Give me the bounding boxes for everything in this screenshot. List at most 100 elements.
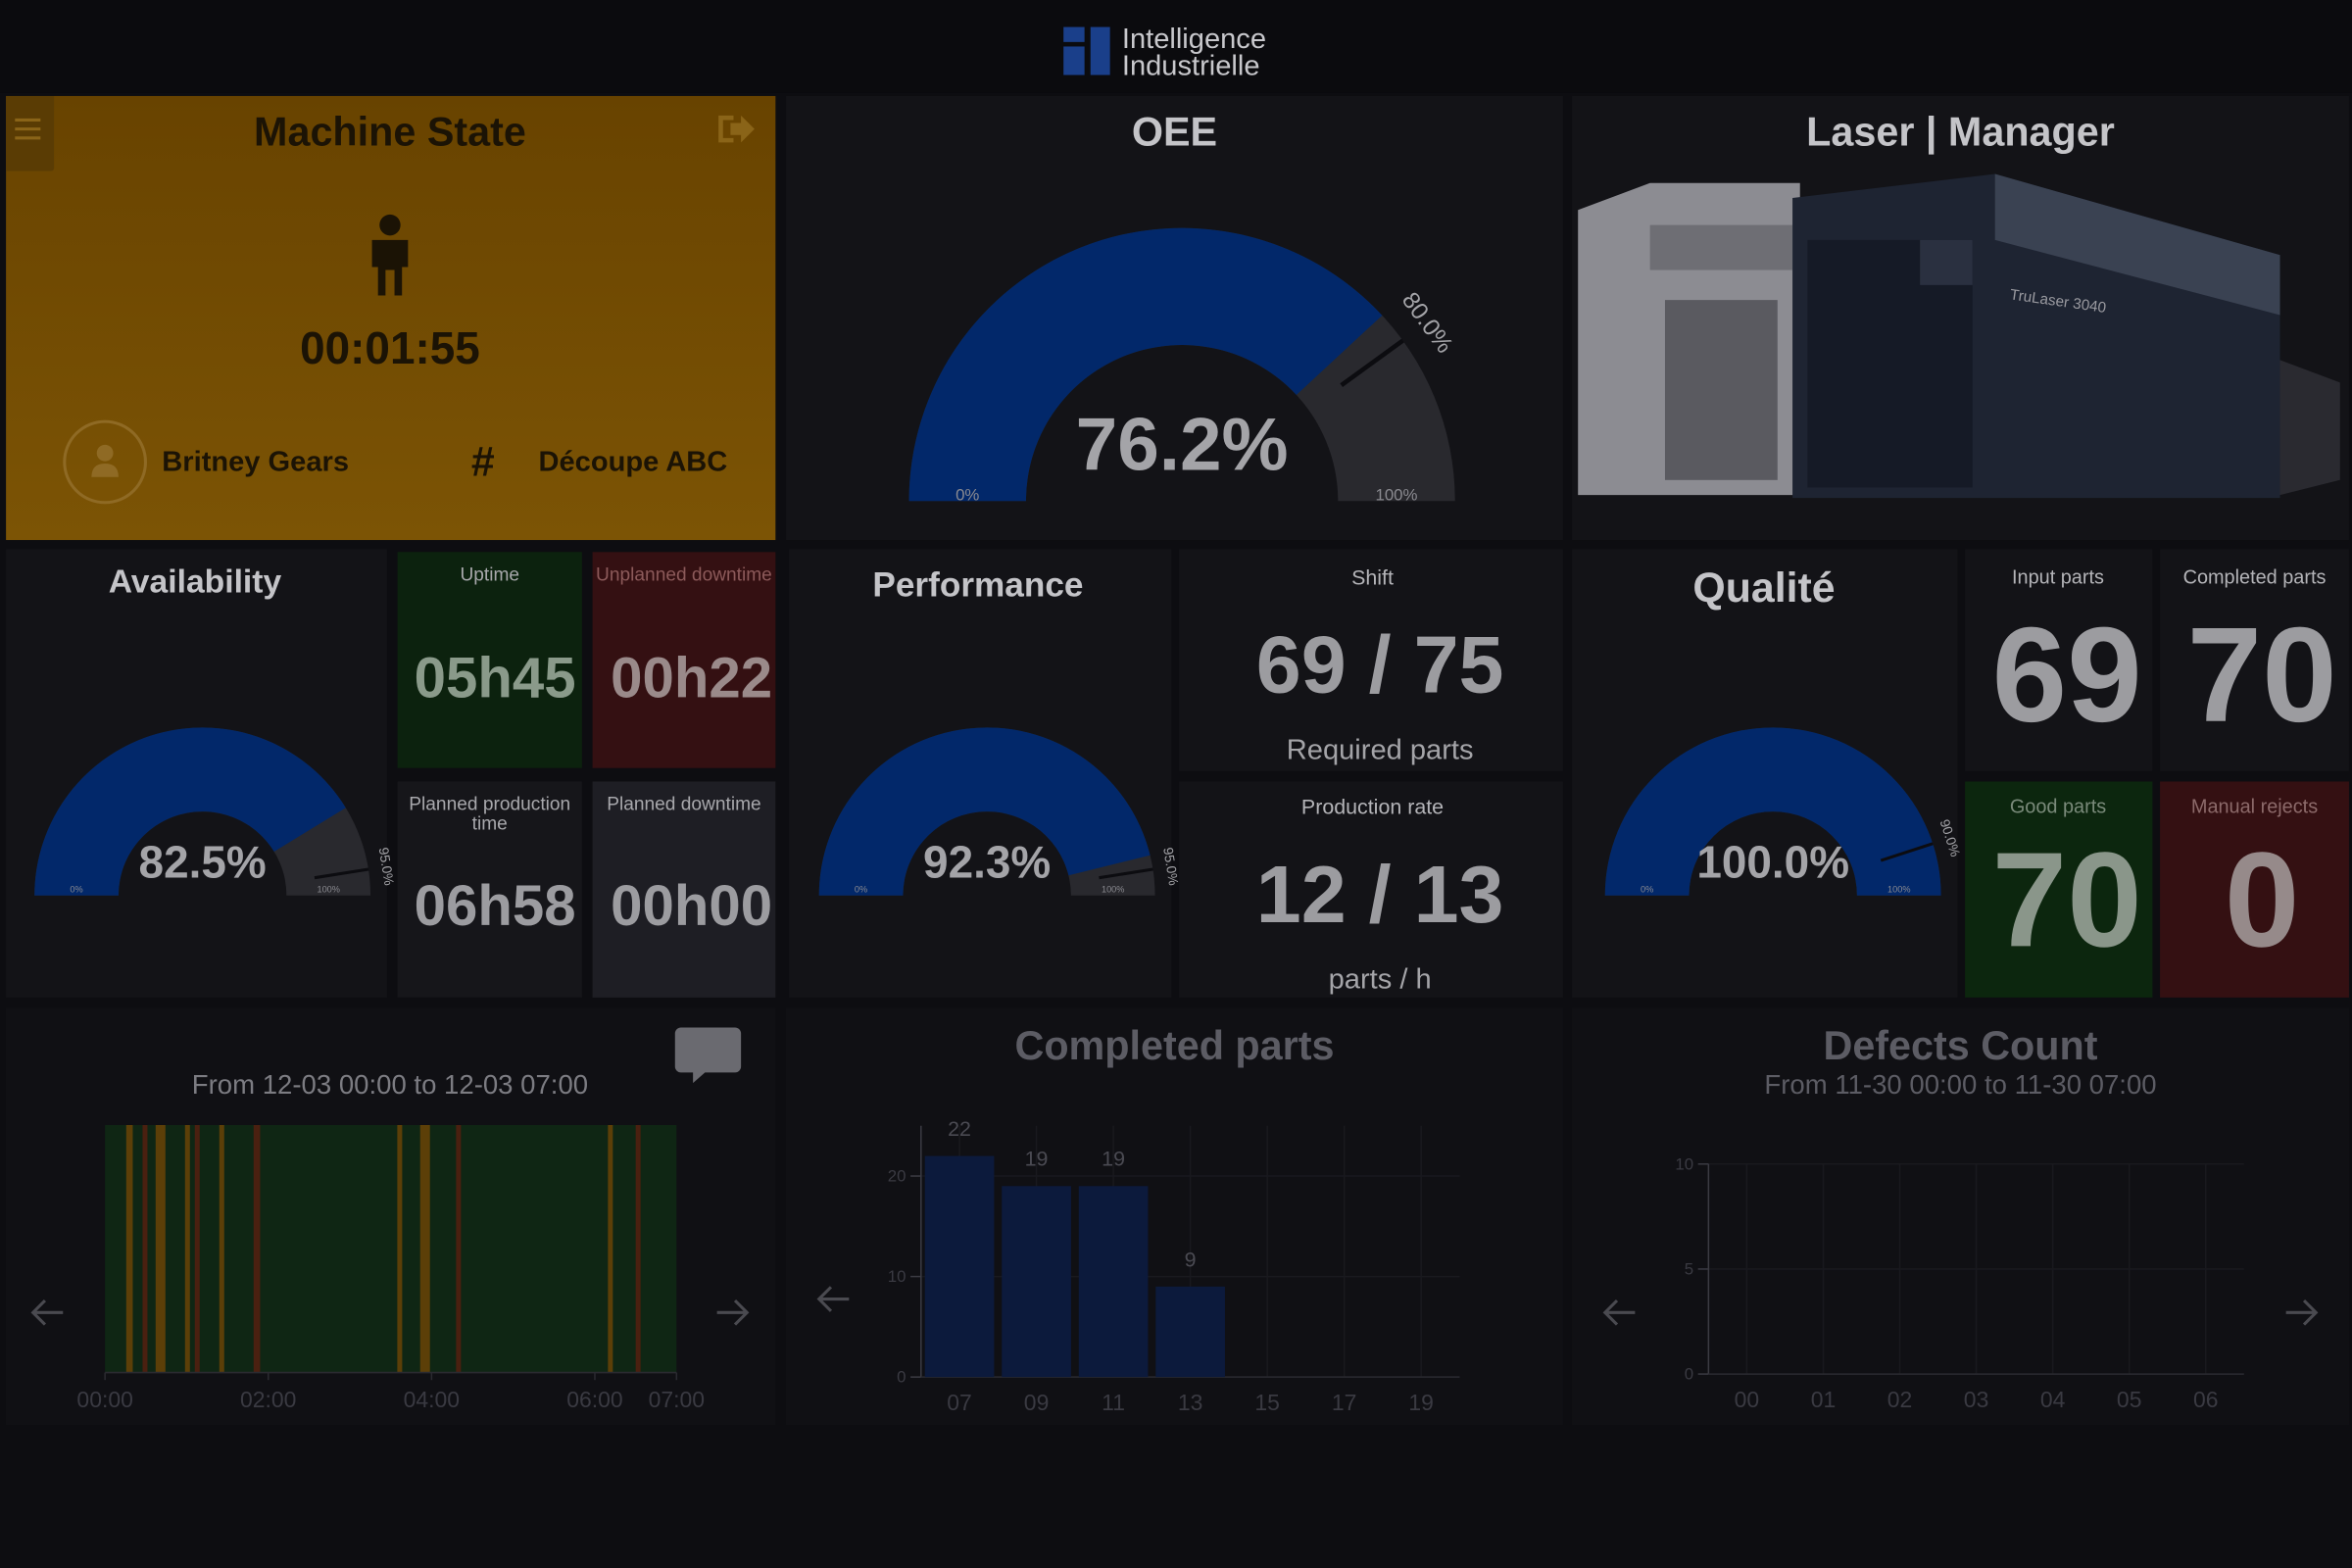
gauge-value-label: 92.3% [923, 836, 1051, 887]
tile [1965, 781, 2153, 998]
chart-title: Completed parts [1014, 1023, 1334, 1068]
tile-caption: parts / h [1329, 964, 1432, 996]
tile-label-box: Planned production time [409, 795, 570, 833]
oee-gauge: 80.0%76.2%0% 100% [908, 227, 1458, 505]
x-tick-label: 13 [1178, 1390, 1203, 1415]
menu-button[interactable] [6, 95, 55, 172]
gauge-value-arc [34, 727, 346, 896]
timeline-base [105, 1124, 677, 1373]
gauge-value-arc [908, 227, 1383, 502]
panel-title: Laser | Manager [1806, 110, 2115, 155]
gauge-max-label: 100% [1887, 885, 1910, 895]
x-tick-label: 15 [1254, 1390, 1280, 1415]
gauge-value-label: 100.0% [1696, 836, 1849, 887]
tile [592, 552, 776, 768]
menu-icon [15, 118, 41, 140]
tile-label: Shift [1351, 565, 1394, 589]
defects-panel [1572, 1007, 2349, 1426]
avatar-icon [91, 444, 119, 477]
job-icon: # [471, 438, 495, 485]
comment-button[interactable] [674, 1027, 742, 1084]
x-tick-label: 06:00 [566, 1387, 622, 1412]
x-tick-label: 01 [1811, 1387, 1837, 1412]
logo: Intelligence Industrielle [1063, 24, 1266, 81]
x-tick-label: 00 [1735, 1387, 1760, 1412]
avatar [63, 419, 147, 505]
tile [2160, 781, 2349, 998]
header [0, 0, 2352, 93]
timeline-segment [194, 1124, 200, 1373]
bar [1002, 1186, 1071, 1378]
x-tick-label: 09 [1024, 1390, 1050, 1415]
timer: 00:01:55 [300, 322, 480, 373]
gauge-min-label: 0% [956, 486, 979, 505]
production-rate-panel [1179, 781, 1563, 998]
bar-value-label: 22 [948, 1117, 971, 1141]
x-tick-label: 00:00 [76, 1387, 132, 1412]
bar-chart: 07 09 11 13 15 17 19 0 10 20 22 19 19 9 [888, 1117, 1460, 1415]
logout-icon[interactable] [718, 115, 755, 143]
tile-value: 69 / 75 [1256, 619, 1504, 710]
gauge-min-label: 0% [855, 885, 867, 895]
timeline-segment [397, 1124, 403, 1373]
y-tick-label: 10 [1675, 1154, 1693, 1173]
x-tick-label: 02 [1887, 1387, 1913, 1412]
x-tick-label: 04 [2040, 1387, 2066, 1412]
tile-label: Completed parts [2183, 566, 2327, 588]
x-tick-label: 05 [2117, 1387, 2142, 1412]
logo-text: Industrielle [1122, 50, 1260, 81]
tile-caption: Required parts [1287, 734, 1474, 765]
person-icon [371, 214, 409, 296]
gauge-max-label: 100% [1375, 486, 1417, 505]
gauge-target-label: 95.0% [1160, 847, 1181, 887]
panel-title: Qualité [1692, 564, 1835, 612]
tile [397, 552, 582, 768]
timeline-segment [219, 1124, 224, 1373]
shift-panel [1179, 549, 1563, 771]
panel-title: Machine State [254, 110, 526, 155]
tile-label: Unplanned downtime [596, 565, 772, 585]
gauge-target [1099, 867, 1153, 880]
nav-arrows[interactable] [30, 1286, 2319, 1326]
x-tick-label: 17 [1332, 1390, 1357, 1415]
bar-value-label: 9 [1185, 1248, 1197, 1271]
tile-value: 00h00 [611, 874, 772, 938]
tile-value: 00h22 [611, 646, 772, 710]
tile [397, 781, 582, 998]
job-name: Découpe ABC [538, 446, 727, 477]
bar [1155, 1286, 1225, 1378]
gauge-target [1340, 338, 1404, 387]
y-tick-label: 0 [1685, 1365, 1693, 1384]
timeline-chart: 00:00 02:00 04:00 06:00 07:00 [76, 1124, 705, 1412]
performance-gauge: 95.0% 92.3% 0% 100% [818, 727, 1181, 896]
gauge-min-label: 0% [1641, 885, 1653, 895]
bar-value-label: 19 [1025, 1148, 1049, 1171]
count-value: 70 [1992, 824, 2142, 975]
tile-label: Production rate [1301, 795, 1444, 818]
panel-title: OEE [1132, 110, 1217, 155]
count-value: 69 [1992, 600, 2142, 751]
x-tick-label: 19 [1408, 1390, 1434, 1415]
machine-image: TruLaser 3040 [1578, 173, 2340, 499]
panel-title: Performance [872, 565, 1083, 604]
logo-text: Intelligence [1122, 24, 1266, 55]
x-tick-label: 03 [1964, 1387, 1989, 1412]
tile-label-box: Unplanned downtime [596, 565, 772, 585]
y-tick-label: 20 [888, 1167, 906, 1186]
chart-subtitle: From 11-30 00:00 to 11-30 07:00 [1764, 1069, 2156, 1100]
chart-subtitle: From 12-03 00:00 to 12-03 07:00 [192, 1069, 588, 1100]
y-tick-label: 10 [888, 1267, 906, 1286]
tile-label-box: Uptime [460, 565, 519, 584]
count-value: 70 [2187, 600, 2337, 751]
panel-title: Availability [109, 564, 282, 600]
tile [1965, 549, 2153, 771]
tile [592, 781, 776, 998]
x-tick-label: 04:00 [404, 1387, 460, 1412]
gauge-target [1880, 842, 1934, 862]
timeline-segment [608, 1124, 613, 1373]
bar [924, 1155, 995, 1378]
gauge-value-label: 76.2% [1076, 403, 1289, 486]
